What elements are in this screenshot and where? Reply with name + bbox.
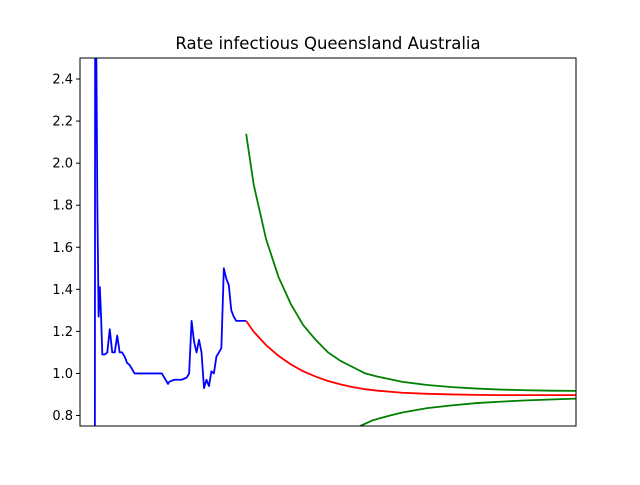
y-tick-label: 1.4	[52, 283, 73, 298]
y-tick-label: 2.0	[52, 157, 73, 172]
y-axis-ticks: 0.8 1.0 1.2 1.4 1.6 1.8 2.0 2.2 2.4	[52, 73, 80, 424]
series-line-3	[245, 133, 576, 392]
plot-background	[80, 58, 576, 426]
series-line-1	[93, 58, 247, 426]
y-tick-label: 1.6	[52, 241, 73, 256]
series-lines	[93, 58, 576, 426]
chart-title: Rate infectious Queensland Australia	[175, 34, 480, 53]
y-tick-label: 1.8	[52, 199, 73, 214]
y-tick-label: 1.2	[52, 325, 73, 340]
y-tick-label: 1.0	[52, 367, 73, 382]
series-line-4	[359, 397, 576, 426]
y-tick-label: 0.8	[52, 409, 73, 424]
series-line-2	[245, 320, 576, 396]
y-tick-label: 2.4	[52, 73, 73, 88]
y-tick-label: 2.2	[52, 115, 73, 130]
plot-frame	[79, 57, 577, 427]
